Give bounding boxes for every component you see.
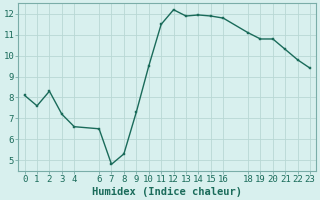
X-axis label: Humidex (Indice chaleur): Humidex (Indice chaleur): [92, 186, 242, 197]
